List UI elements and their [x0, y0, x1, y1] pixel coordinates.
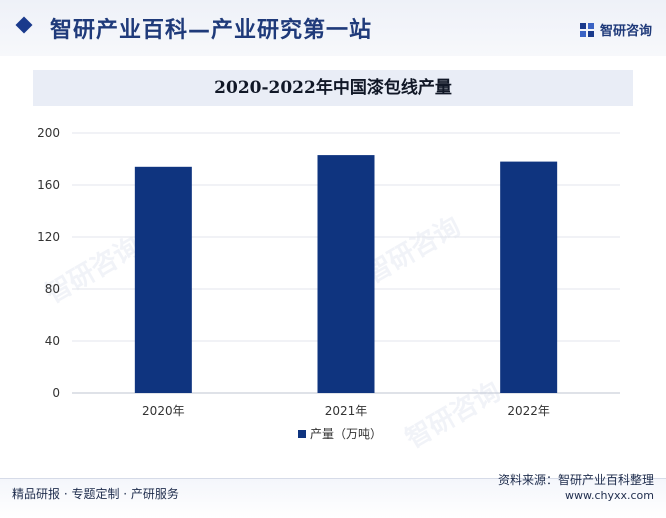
y-tick-label: 160: [37, 178, 60, 192]
page-header: 智研产业百科—产业研究第一站 智研咨询: [0, 0, 666, 56]
header-title: 智研产业百科—产业研究第一站: [50, 18, 373, 43]
y-tick-label: 80: [45, 282, 60, 296]
y-tick-label: 120: [37, 230, 60, 244]
diamond-icon: [15, 16, 33, 34]
legend-swatch: [298, 430, 306, 438]
footer-source: 资料来源：智研产业百科整理: [497, 473, 654, 487]
chart-title: 2020-2022年中国漆包线产量: [214, 78, 452, 98]
brand: 智研咨询: [579, 20, 652, 39]
bar: [317, 155, 375, 393]
legend-label: 产量（万吨）: [310, 427, 382, 441]
y-tick-label: 40: [45, 334, 60, 348]
y-tick-label: 0: [52, 386, 60, 400]
bar: [500, 161, 558, 393]
x-tick-label: 2021年: [325, 404, 368, 418]
brand-logo-icon: [579, 22, 594, 37]
y-tick-label: 200: [37, 126, 60, 140]
footer-url: www.chyxx.com: [564, 489, 654, 502]
bar: [134, 166, 192, 393]
x-tick-label: 2020年: [142, 404, 185, 418]
footer-services: 精品研报 · 专题定制 · 产研服务: [12, 487, 179, 501]
brand-name: 智研咨询: [599, 24, 652, 39]
x-tick-label: 2022年: [507, 404, 550, 418]
page-footer: 精品研报 · 专题定制 · 产研服务 资料来源：智研产业百科整理 www.chy…: [0, 473, 666, 518]
chart-title-bar: 2020-2022年中国漆包线产量: [33, 70, 633, 106]
